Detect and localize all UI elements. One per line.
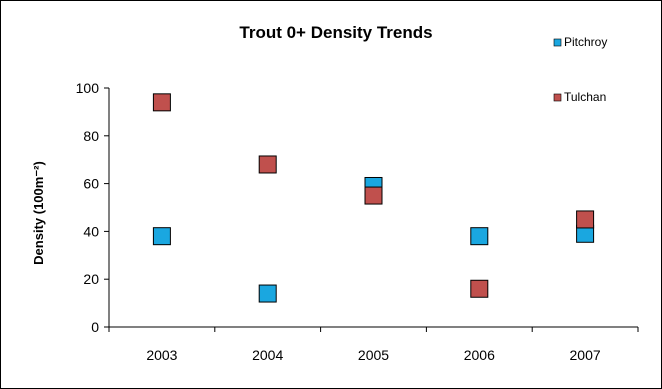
y-tick-label: 20 [83, 271, 99, 287]
y-tick-label: 80 [83, 128, 99, 144]
data-point-tulchan [470, 279, 489, 298]
y-tick-label: 0 [91, 319, 99, 335]
x-tick-label: 2004 [252, 347, 283, 363]
y-tick-label: 100 [76, 80, 100, 96]
data-point-tulchan [258, 155, 277, 174]
chart-title: Trout 0+ Density Trends [239, 23, 433, 42]
data-point-pitchroy [152, 227, 171, 246]
legend-label-tulchan: Tulchan [564, 90, 606, 104]
x-tick-label: 2003 [146, 347, 177, 363]
y-tick-label: 60 [83, 176, 99, 192]
legend-marker-pitchroy [553, 38, 562, 47]
x-tick-label: 2005 [358, 347, 389, 363]
data-point-pitchroy [258, 284, 277, 303]
x-tick-label: 2007 [570, 347, 601, 363]
y-tick-label: 40 [83, 223, 99, 239]
data-point-tulchan [152, 93, 171, 112]
legend-label-pitchroy: Pitchroy [564, 35, 607, 49]
data-point-tulchan [576, 210, 595, 229]
data-point-tulchan [364, 186, 383, 205]
x-tick-label: 2006 [464, 347, 495, 363]
data-point-pitchroy [470, 227, 489, 246]
legend-marker-tulchan [553, 93, 562, 102]
